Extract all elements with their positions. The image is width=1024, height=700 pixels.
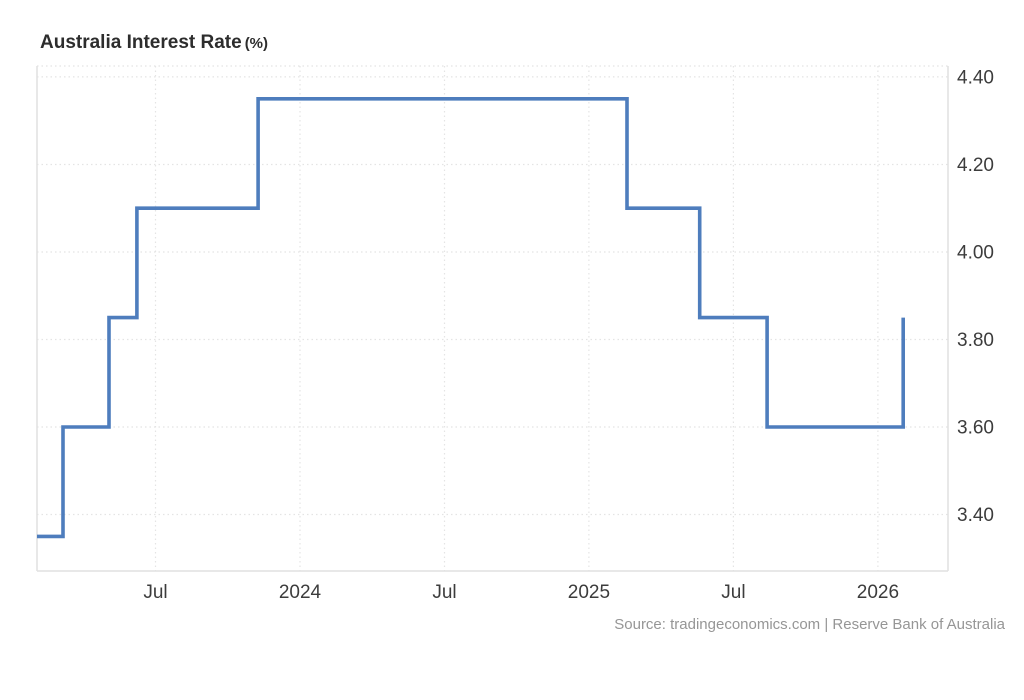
y-axis-tick-label: 4.00 [957,243,994,264]
x-axis-tick-label: Jul [721,582,745,603]
y-axis-tick-label: 4.40 [957,67,994,88]
source-attribution: Source: tradingeconomics.com | Reserve B… [614,616,1005,633]
x-axis-tick-label: Jul [432,582,456,603]
y-axis-tick-label: 3.40 [957,505,994,526]
y-axis-tick-label: 3.80 [957,330,994,351]
chart-header: Australia Interest Rate (%) [40,33,268,52]
y-axis-tick-label: 4.20 [957,155,994,176]
rate-series-line [37,97,905,539]
chart-title: Australia Interest Rate [40,32,242,53]
x-axis-tick-label: 2025 [568,582,610,603]
x-axis-tick-label: Jul [143,582,167,603]
chart-title-unit: (%) [244,35,269,52]
x-axis-tick-label: 2024 [279,582,322,603]
y-axis-tick-label: 3.60 [957,418,994,439]
x-axis-tick-label: 2026 [857,582,899,603]
